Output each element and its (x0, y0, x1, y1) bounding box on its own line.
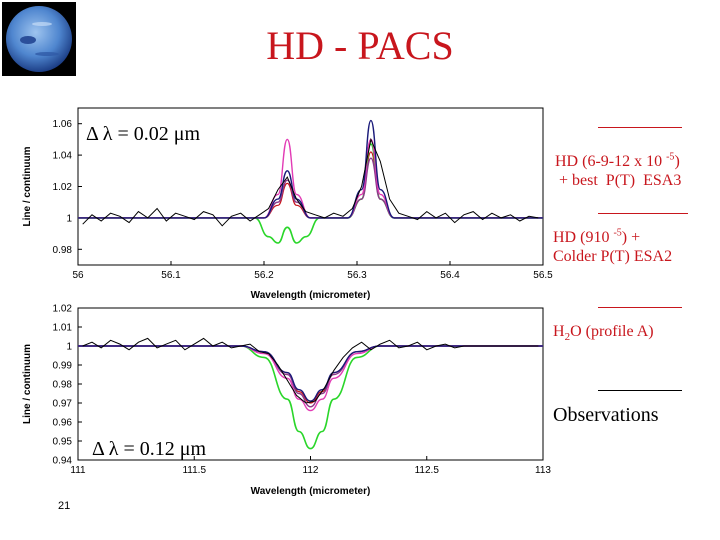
x-axis-label: Wavelength (micrometer) (251, 486, 371, 497)
lower-spectrum-panel: 111 111.5 112 112.5 113 0.94 0.95 0.96 0.97 0.98 0… (22, 304, 551, 498)
legend-rule (598, 127, 682, 128)
y-axis-label: Line / continuum (22, 146, 33, 226)
x-tick-label: 56 (72, 270, 84, 281)
x-tick-label: 112 (303, 465, 319, 476)
y-tick-label: 0.96 (53, 418, 73, 429)
y-tick-label: 0.94 (53, 456, 73, 467)
series-line-4 (78, 345, 543, 402)
plot-frame (77, 307, 544, 461)
y-tick-label: 1 (66, 342, 72, 353)
y-tick-label: 0.99 (53, 361, 73, 372)
legend-rule (598, 213, 688, 214)
series-line-5 (82, 337, 539, 404)
y-tick-label: 1.04 (53, 151, 73, 162)
slide-title: HD - PACS (266, 23, 454, 68)
planet-image (2, 2, 76, 76)
upper-spectrum-panel: 56 56.1 56.2 56.3 56.4 56.5 0.98 1 1.02 1.04 1.06 W… (22, 107, 553, 301)
series-line-5 (82, 137, 539, 227)
y-tick-label: 0.97 (53, 399, 73, 410)
x-tick-label: 111.5 (182, 465, 206, 476)
legend-entry-hd-colder: HD (910 -5) + Colder P(T) ESA2 (553, 227, 673, 265)
x-tick-label: 56.5 (533, 270, 553, 281)
x-tick-label: 56.2 (254, 270, 274, 281)
series-line-4 (78, 119, 543, 219)
legend-rule (598, 307, 682, 308)
y-tick-label: 0.95 (53, 437, 73, 448)
plot-frame (77, 107, 544, 266)
x-tick-label: 113 (535, 465, 551, 476)
x-axis-label: Wavelength (micrometer) (251, 290, 371, 301)
slide-number: 21 (58, 500, 71, 512)
legend-entry-h2o: H2O (profile A) (553, 323, 654, 344)
y-tick-label: 1 (66, 213, 72, 224)
x-tick-label: 56.3 (347, 270, 367, 281)
series-group (78, 337, 543, 450)
legend-entry-observations: Observations (553, 404, 659, 426)
x-tick-label: 56.4 (440, 270, 460, 281)
resolution-annotation: Δ λ = 0.02 μm (86, 123, 200, 145)
y-tick-label: 1.01 (53, 323, 73, 334)
resolution-annotation: Δ λ = 0.12 μm (92, 438, 206, 460)
x-tick-label: 56.1 (161, 270, 181, 281)
y-tick-label: 0.98 (53, 245, 73, 256)
legend-entry-hd-best: HD (6-9-12 x 10 -5) + best P(T) ESA3 (555, 151, 682, 189)
y-axis-label: Line / continuum (22, 344, 33, 424)
series-group (78, 119, 543, 244)
y-tick-label: 1.02 (53, 182, 73, 193)
legend-rule (598, 390, 682, 391)
y-tick-label: 0.98 (53, 380, 73, 391)
x-tick-label: 112.5 (415, 465, 440, 476)
x-tick-label: 111 (70, 465, 86, 476)
y-tick-label: 1.06 (53, 119, 73, 130)
y-tick-label: 1.02 (53, 304, 73, 315)
